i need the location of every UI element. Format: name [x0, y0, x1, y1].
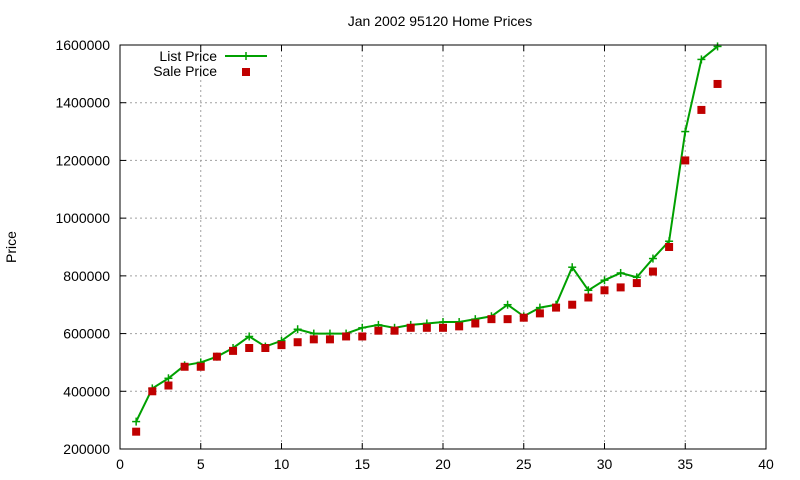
list-price-point — [568, 263, 577, 272]
y-tick-label: 1400000 — [55, 95, 110, 111]
x-tick-label: 35 — [677, 456, 693, 472]
sale-price-point — [196, 362, 205, 371]
sale-price-point — [212, 352, 221, 361]
list-price-point — [293, 325, 302, 334]
legend-label-list-price: List Price — [159, 48, 217, 64]
sale-price-point — [358, 332, 367, 341]
legend-marker-sale-price — [242, 68, 250, 76]
sale-price-point — [616, 283, 625, 292]
list-price-point — [584, 286, 593, 295]
sale-price-point — [164, 381, 173, 390]
sale-price-point — [455, 322, 464, 331]
legend-label-sale-price: Sale Price — [153, 63, 217, 79]
sale-price-point — [439, 323, 447, 332]
axes: 0 5 10 15 20 25 30 35 40 200000 400000 600000 800000… — [55, 37, 774, 472]
x-tick-label: 0 — [116, 456, 124, 472]
list-price-point — [132, 417, 141, 426]
x-tick-label: 25 — [516, 456, 532, 472]
sale-price-point — [422, 323, 431, 332]
sale-price-point — [406, 323, 415, 332]
list-price-point — [697, 55, 706, 64]
list-price-point — [648, 254, 657, 263]
list-price-point — [713, 42, 722, 51]
list-price-point — [503, 300, 512, 309]
sale-price-point — [325, 335, 334, 344]
list-price-point — [245, 332, 254, 341]
sale-price-point — [342, 332, 351, 341]
list-price-point — [164, 374, 173, 383]
sale-price-point — [132, 427, 141, 436]
sale-price-point — [471, 319, 480, 328]
list-price-point — [681, 127, 690, 136]
x-tick-label: 20 — [435, 456, 451, 472]
chart-title: Jan 2002 95120 Home Prices — [348, 13, 532, 29]
y-tick-label: 800000 — [63, 268, 110, 284]
y-axis-label: Price — [3, 231, 19, 263]
sale-price-point — [180, 362, 189, 371]
sale-price-point — [535, 309, 544, 318]
sale-price-point — [519, 313, 528, 322]
y-tick-label: 1000000 — [55, 210, 110, 226]
y-tick-label: 1200000 — [55, 152, 110, 168]
sale-price-point — [293, 338, 302, 347]
sale-price-point — [148, 387, 157, 396]
y-tick-label: 600000 — [63, 326, 110, 342]
list-price-point — [600, 276, 609, 285]
grid-lines — [120, 45, 766, 449]
y-tick-label: 400000 — [63, 383, 110, 399]
sale-price-point — [261, 344, 270, 352]
sale-price-point — [584, 293, 593, 302]
sale-price-point — [600, 286, 609, 295]
sale-price-point — [245, 344, 254, 352]
sale-price-point — [713, 79, 722, 88]
x-tick-label: 10 — [274, 456, 290, 472]
x-tick-label: 5 — [197, 456, 205, 472]
sale-price-point — [309, 335, 318, 344]
y-tick-label: 1600000 — [55, 37, 110, 53]
sale-price-point — [374, 326, 383, 335]
x-tick-label: 40 — [758, 456, 774, 472]
sale-price-point — [648, 267, 657, 276]
sale-price-point — [277, 341, 286, 350]
series-layer — [132, 42, 722, 436]
sale-price-point — [697, 105, 706, 114]
sale-price-point — [390, 326, 399, 335]
sale-price-point — [665, 243, 674, 251]
list-price-point — [616, 268, 625, 277]
sale-price-point — [681, 156, 690, 165]
sale-price-point — [632, 279, 641, 288]
y-tick-label: 200000 — [63, 441, 110, 457]
sale-price-point — [487, 315, 496, 324]
sale-price-point — [568, 300, 577, 309]
sale-price-point — [503, 315, 512, 324]
sale-price-point — [229, 346, 238, 355]
x-tick-label: 15 — [354, 456, 370, 472]
x-tick-label: 30 — [597, 456, 613, 472]
list-price-point — [358, 323, 367, 332]
sale-price-point — [552, 303, 561, 312]
